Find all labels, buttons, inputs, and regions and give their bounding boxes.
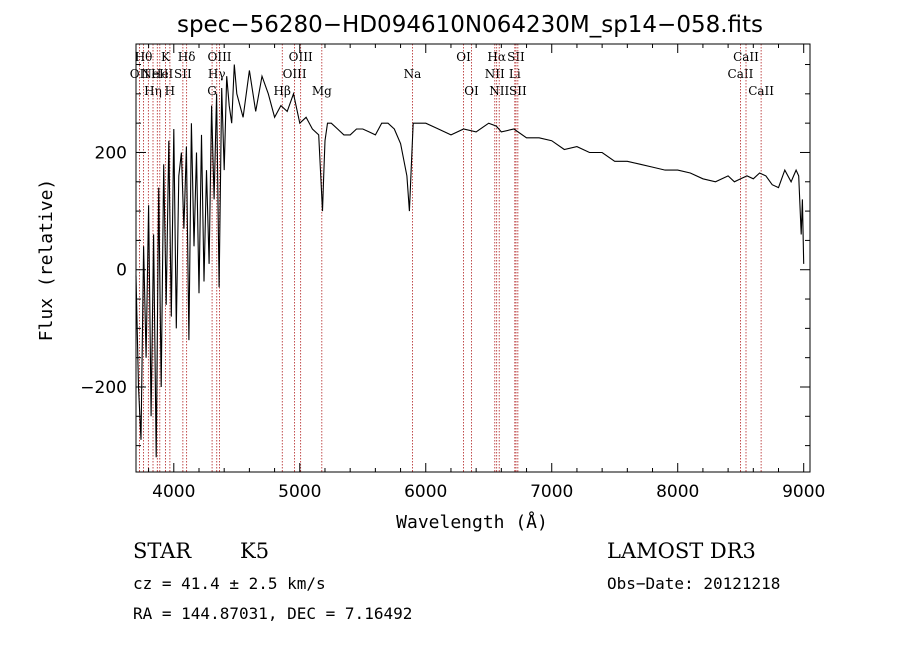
x-tick-label: 6000 xyxy=(404,482,447,502)
reference-line-label: Hδ xyxy=(178,50,196,64)
reference-line-label: He xyxy=(151,67,169,81)
x-tick-label: 4000 xyxy=(152,482,195,502)
reference-line-label: Hγ xyxy=(208,67,226,81)
reference-line-label: SII xyxy=(507,50,525,64)
reference-line-label: OI xyxy=(464,84,479,98)
x-tick-label: 5000 xyxy=(278,482,321,502)
reference-line-label: Hη xyxy=(144,84,162,98)
y-tick-label: −200 xyxy=(80,378,127,398)
reference-line-label: CaII xyxy=(733,50,759,64)
reference-line-label: OIII xyxy=(207,50,231,64)
reference-line-label: NII xyxy=(485,67,505,81)
object-class: STAR xyxy=(133,539,192,563)
reference-line-label: Hβ xyxy=(274,84,291,98)
reference-line-label: SII xyxy=(509,84,527,98)
plot-frame xyxy=(135,43,811,473)
object-subclass: K5 xyxy=(240,539,270,563)
reference-line-label: Hθ xyxy=(135,50,153,64)
x-tick-label: 7000 xyxy=(530,482,573,502)
reference-line-label: Hα xyxy=(487,50,506,64)
reference-line-label: H xyxy=(165,84,175,98)
coordinates: RA = 144.87031, DEC = 7.16492 xyxy=(133,604,413,623)
reference-line-label: Li xyxy=(509,67,521,81)
chart-title: spec−56280−HD094610N064230M_sp14−058.fit… xyxy=(177,12,763,38)
survey-name: LAMOST DR3 xyxy=(607,539,756,563)
reference-line-label: CaII xyxy=(728,67,754,81)
axis-ticks: 4000 5000 6000 7000 8000 9000 −200 0 200 xyxy=(80,44,825,502)
reference-line-label: OIII xyxy=(289,50,313,64)
reference-lines: OIIHθHηNeIIIHeKHSIIHδGHγOIIIHβOIIIOIIIMg… xyxy=(130,44,774,472)
y-tick-label: 0 xyxy=(116,261,127,281)
redshift-cz: cz = 41.4 ± 2.5 km/s xyxy=(133,574,326,593)
reference-line-label: Mg xyxy=(312,84,332,98)
x-axis-label: Wavelength (Å) xyxy=(396,511,548,533)
reference-line-label: SII xyxy=(174,67,192,81)
flux-series-line xyxy=(135,64,805,458)
reference-line-label: OI xyxy=(456,50,471,64)
reference-line-label: Na xyxy=(404,67,422,81)
x-tick-label: 9000 xyxy=(782,482,825,502)
x-tick-label: 8000 xyxy=(656,482,699,502)
reference-line-label: K xyxy=(161,50,171,64)
reference-line-label: OIII xyxy=(283,67,307,81)
y-axis-label: Flux (relative) xyxy=(36,179,57,342)
observation-date: Obs−Date: 20121218 xyxy=(607,574,781,593)
reference-line-label: G xyxy=(207,84,217,98)
y-tick-label: 200 xyxy=(95,143,127,163)
reference-line-label: NII xyxy=(489,84,509,98)
reference-line-label: OII xyxy=(130,67,150,81)
reference-line-label: CaII xyxy=(748,84,774,98)
